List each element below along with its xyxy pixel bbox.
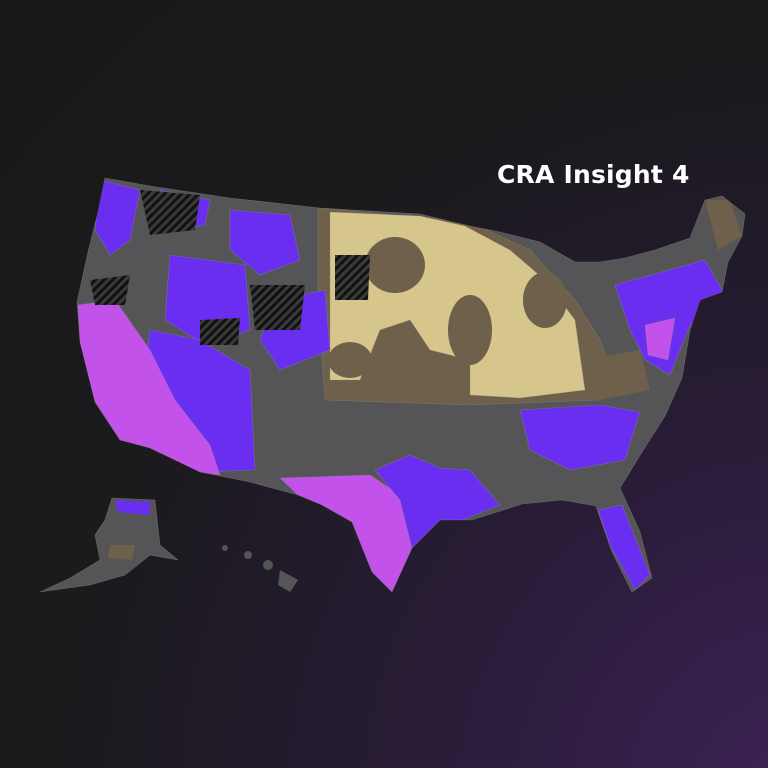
region-hatched	[250, 285, 305, 330]
region-purple	[597, 504, 651, 591]
map-title: CRA Insight 4	[497, 160, 690, 189]
hawaii	[222, 545, 298, 592]
region-brown	[523, 272, 567, 328]
hawaii-island	[263, 560, 273, 570]
region-brown	[328, 342, 372, 378]
region-purple	[614, 259, 726, 376]
region-purple	[115, 500, 150, 515]
region-brown	[585, 350, 650, 400]
region-purple	[94, 179, 141, 256]
region-brown	[705, 200, 742, 250]
region-hatched	[140, 190, 200, 235]
region-magenta	[77, 299, 221, 476]
region-hatched	[335, 255, 370, 300]
region-brown	[108, 545, 135, 560]
region-brown	[365, 237, 425, 293]
hawaii-island	[278, 570, 298, 592]
alaska-shape	[39, 497, 180, 593]
region-brown	[448, 295, 492, 365]
regions	[77, 179, 742, 592]
region-purple	[229, 209, 301, 276]
region-hatched	[200, 318, 240, 345]
region-purple	[519, 404, 641, 471]
region-hatched	[90, 275, 130, 305]
hawaii-island	[222, 545, 228, 551]
region-magenta	[279, 474, 413, 592]
region-purple	[374, 454, 501, 549]
region-magenta	[644, 317, 676, 361]
alaska	[39, 497, 180, 593]
hawaii-island	[244, 551, 252, 559]
contiguous-us	[76, 177, 746, 593]
